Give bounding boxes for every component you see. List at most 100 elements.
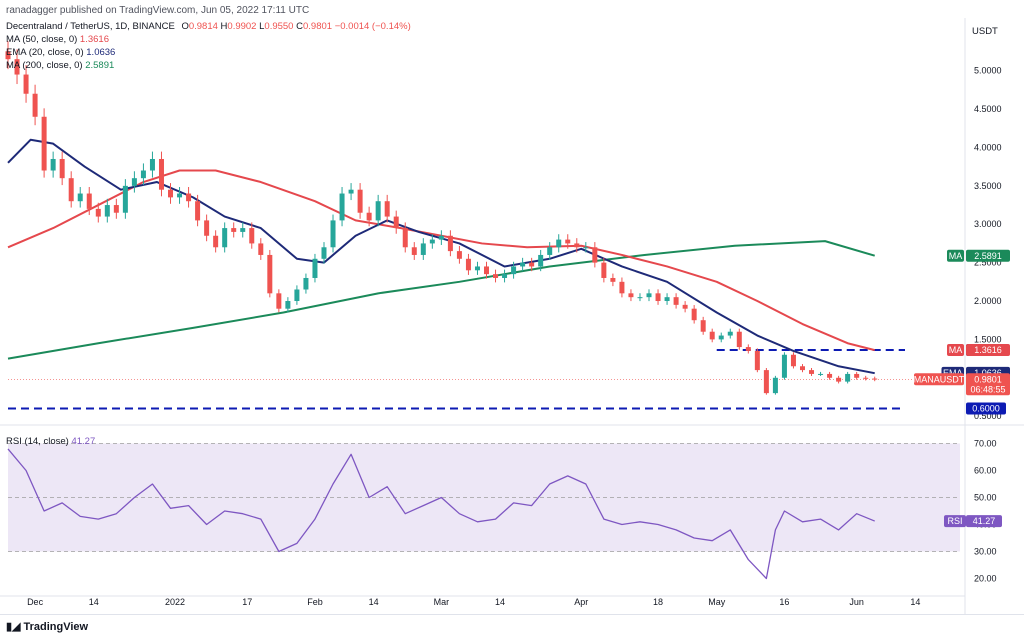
candle-body (502, 274, 508, 278)
legend-ma200[interactable]: MA (200, close, 0) 2.5891 (6, 60, 411, 71)
candle-body (195, 201, 201, 221)
legend-title-row: Decentraland / TetherUS, 1D, BINANCE O0.… (6, 21, 411, 32)
candle-body (484, 266, 489, 275)
candle-body (863, 377, 869, 379)
x-tick-14: 14 (89, 597, 99, 607)
level-tag-text-0.6000: 0.6000 (972, 403, 1000, 413)
candle-body (267, 254, 273, 294)
candle-body (59, 158, 65, 179)
candle-body (845, 373, 851, 382)
candle-body (23, 74, 29, 94)
candle-body (718, 335, 724, 340)
candle-body (249, 228, 255, 244)
candle-body (339, 193, 345, 221)
candle-body (474, 266, 480, 271)
candle-body (303, 277, 309, 290)
candle-body (646, 293, 652, 298)
x-tick-Dec: Dec (27, 597, 44, 607)
ema20-line (7, 138, 875, 375)
candle-body (727, 331, 733, 336)
tag-name-EMA: EMA (943, 368, 963, 378)
footer-bar: ▮◢ TradingView (0, 614, 1024, 638)
tag-name-box-MA (947, 344, 964, 357)
candle-body (619, 281, 625, 294)
rsi-legend[interactable]: RSI (14, close) 41.27 (6, 436, 95, 447)
tag-name-MANAUSDT: MANAUSDT (914, 374, 965, 384)
price-countdown: 06:48:55 (970, 384, 1005, 394)
y-tick-2.0000: 2.0000 (974, 296, 1002, 306)
y-axis-unit: USDT (972, 26, 998, 37)
symbol-title[interactable]: Decentraland / TetherUS, 1D, BINANCE (6, 21, 175, 32)
candle-body (790, 354, 796, 367)
candle-body (131, 178, 137, 186)
publisher-text: ranadagger published on TradingView.com,… (6, 5, 310, 16)
candle-body (610, 277, 616, 282)
level-tag-0.6000 (966, 402, 1006, 415)
rsi-y-tick-50.00: 50.00 (974, 493, 997, 503)
tag-value-EMA: 1.0636 (974, 368, 1002, 378)
candle-body (177, 193, 183, 198)
y-tick-3.0000: 3.0000 (974, 219, 1002, 229)
candle-body (493, 274, 499, 278)
rsi-tag-name: RSI (947, 516, 962, 526)
x-tick-May: May (708, 597, 726, 607)
candle-body (565, 239, 571, 244)
ema20-value: 1.0636 (86, 47, 116, 58)
candle-body (583, 247, 589, 249)
candle-body (330, 220, 336, 248)
rsi-y-tick-70.00: 70.00 (974, 439, 997, 449)
x-tick-Apr: Apr (574, 597, 588, 607)
chart-canvas[interactable]: 5.0000 4.5000 4.0000 3.5000 3.0000 2.5000 2.00… (0, 0, 1024, 614)
legend-ma50[interactable]: MA (50, close, 0) 1.3616 (6, 34, 411, 45)
candle-body (276, 293, 282, 309)
tag-name-box-MA (947, 249, 964, 262)
candle-body (122, 185, 128, 213)
ohlc-close-label: C (296, 21, 303, 32)
candle-body (312, 258, 318, 278)
candle-body (375, 201, 381, 221)
candle-body (818, 373, 824, 375)
tag-name-box-MANAUSDT (914, 373, 964, 386)
rsi-y-tick-20.00: 20.00 (974, 574, 997, 584)
rsi-tag-name-box (944, 515, 966, 528)
candle-body (628, 293, 634, 298)
candle-body (574, 243, 580, 248)
candle-body (186, 193, 192, 202)
candle-body (149, 158, 155, 171)
candle-body (456, 251, 462, 259)
candle-body (799, 366, 805, 371)
ohlc-change: −0.0014 (−0.14%) (334, 21, 411, 32)
candle-body (601, 262, 607, 278)
x-tick-17: 17 (242, 597, 252, 607)
x-tick-Mar: Mar (434, 597, 450, 607)
legend-ema20[interactable]: EMA (20, close, 0) 1.0636 (6, 47, 411, 58)
tradingview-logo[interactable]: ▮◢ TradingView (6, 620, 88, 633)
candle-body (258, 243, 264, 255)
candle-body (68, 178, 74, 202)
ohlc-open-label: O (181, 21, 189, 32)
candle-body (240, 228, 246, 232)
ma200-label: MA (200, close, 0) (6, 60, 83, 71)
rsi-tag-value-box (966, 515, 1002, 528)
rsi-y-tick-30.00: 30.00 (974, 547, 997, 557)
candle-body (438, 235, 444, 240)
candle-body (872, 378, 878, 380)
x-tick-2022: 2022 (165, 597, 185, 607)
candle-body (285, 301, 291, 309)
candle-body (664, 297, 670, 302)
y-tick-1.5000: 1.5000 (974, 334, 1002, 344)
rsi-line (7, 448, 875, 580)
candle-body (402, 228, 408, 248)
candle-body (592, 247, 598, 263)
candle-body (781, 354, 787, 378)
candle-body (348, 189, 354, 194)
candle-body (113, 205, 119, 213)
candle-body (50, 158, 56, 171)
candle-body (827, 373, 833, 378)
candle-body (691, 308, 697, 321)
candle-body (213, 235, 219, 248)
candle-body (673, 297, 679, 305)
candle-body (520, 262, 526, 267)
x-tick-14: 14 (910, 597, 920, 607)
tag-value-box-MANAUSDT (966, 373, 1010, 396)
